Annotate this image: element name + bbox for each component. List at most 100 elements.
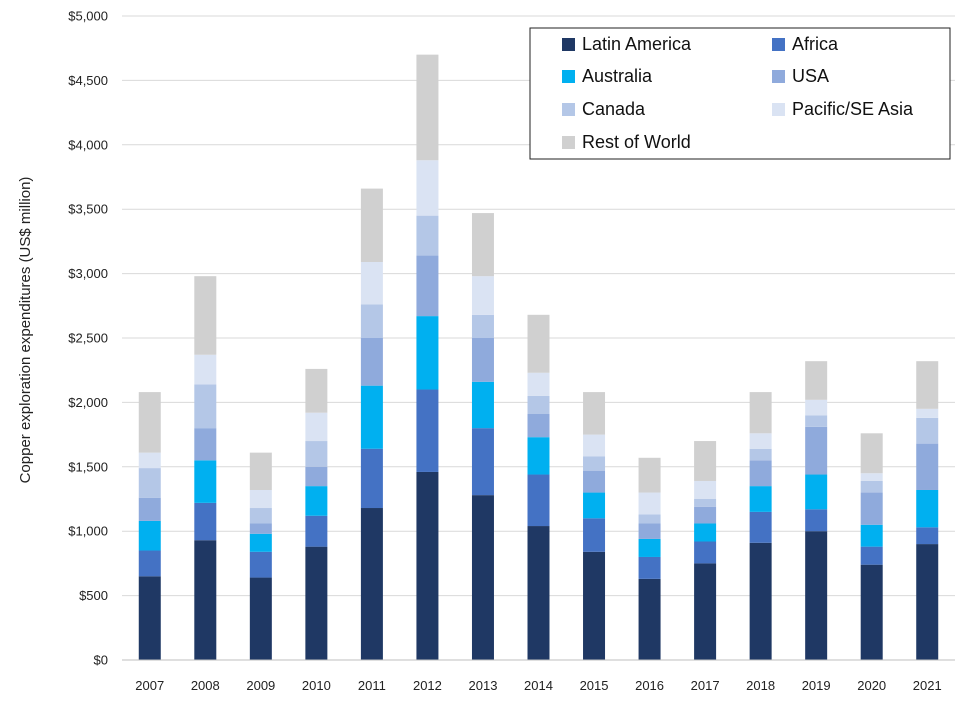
bar-segment — [194, 502, 217, 541]
bar-segment — [805, 474, 828, 510]
bar-segment — [527, 314, 550, 373]
y-tick-label: $2,000 — [68, 395, 108, 410]
bar-segment — [583, 551, 606, 660]
bar-segment — [305, 368, 328, 413]
bar-stack-2014 — [527, 314, 550, 660]
bar-segment — [360, 508, 383, 660]
bar-segment — [138, 550, 161, 577]
y-tick-label: $4,500 — [68, 73, 108, 88]
legend-item: Australia — [562, 66, 653, 86]
bar-segment — [527, 395, 550, 414]
bar-segment — [527, 413, 550, 438]
bar-segment — [416, 255, 439, 317]
bar-segment — [583, 456, 606, 471]
y-tick-label: $1,500 — [68, 459, 108, 474]
x-tick-label: 2010 — [302, 678, 331, 693]
legend-label: USA — [792, 66, 829, 86]
x-tick-label: 2019 — [802, 678, 831, 693]
bar-segment — [194, 384, 217, 429]
legend-label: Pacific/SE Asia — [792, 99, 914, 119]
y-axis-tick-labels: $0 $500 $1,000 $1,500 $2,000 $2,500 $3,000 $3,5… — [68, 9, 108, 668]
bar-segment — [249, 452, 272, 490]
y-tick-label: $3,000 — [68, 266, 108, 281]
bar-segment — [249, 523, 272, 534]
bar-segment — [916, 361, 939, 409]
bar-stack-2009 — [249, 452, 272, 660]
legend-item: Rest of World — [562, 132, 691, 152]
legend-item: Pacific/SE Asia — [772, 99, 914, 119]
bar-stack-2013 — [471, 213, 494, 660]
bar-segment — [638, 578, 661, 660]
x-tick-label: 2020 — [857, 678, 886, 693]
y-tick-label: $0 — [94, 653, 108, 668]
bar-segment — [749, 511, 772, 543]
bar-segment — [749, 448, 772, 461]
bar-segment — [694, 441, 717, 481]
bar-segment — [138, 452, 161, 469]
bar-segment — [360, 188, 383, 263]
x-tick-label: 2014 — [524, 678, 553, 693]
legend-swatch — [562, 103, 575, 116]
bar-stack-2018 — [749, 392, 772, 660]
bar-segment — [471, 381, 494, 429]
bar-segment — [138, 497, 161, 521]
bar-segment — [638, 457, 661, 493]
legend-item: Latin America — [562, 34, 692, 54]
y-tick-label: $5,000 — [68, 9, 108, 24]
bar-segment — [360, 262, 383, 305]
bar-segment — [249, 533, 272, 552]
bar-segment — [138, 468, 161, 498]
x-tick-label: 2007 — [135, 678, 164, 693]
bar-segment — [305, 412, 328, 442]
bar-segment — [638, 556, 661, 579]
bar-segment — [805, 531, 828, 660]
bar-stack-2017 — [694, 441, 717, 660]
bar-segment — [360, 338, 383, 386]
bar-segment — [416, 471, 439, 660]
legend-swatch — [772, 103, 785, 116]
bar-segment — [860, 492, 883, 525]
bar-segment — [583, 470, 606, 493]
legend-label: Australia — [582, 66, 653, 86]
bar-segment — [583, 492, 606, 519]
bar-segment — [360, 385, 383, 449]
y-tick-label: $1,000 — [68, 524, 108, 539]
legend-label: Rest of World — [582, 132, 691, 152]
bars — [138, 54, 939, 660]
bar-segment — [249, 577, 272, 660]
bar-segment — [805, 399, 828, 416]
bar-segment — [694, 480, 717, 499]
bar-segment — [360, 304, 383, 338]
y-tick-label: $2,500 — [68, 331, 108, 346]
bar-segment — [471, 495, 494, 660]
legend-swatch — [562, 70, 575, 83]
bar-stack-2008 — [194, 276, 217, 660]
bar-segment — [583, 434, 606, 457]
bar-segment — [138, 392, 161, 453]
bar-segment — [305, 546, 328, 660]
bar-stack-2010 — [305, 368, 328, 660]
bar-segment — [194, 276, 217, 355]
bar-segment — [749, 460, 772, 487]
bar-stack-2021 — [916, 361, 939, 660]
bar-segment — [916, 544, 939, 660]
bar-segment — [249, 508, 272, 524]
bar-segment — [638, 523, 661, 539]
bar-stack-2019 — [805, 361, 828, 660]
legend-swatch — [562, 38, 575, 51]
legend-item: USA — [772, 66, 829, 86]
bar-segment — [638, 492, 661, 515]
bar-segment — [694, 523, 717, 542]
bar-segment — [694, 499, 717, 507]
bar-segment — [471, 428, 494, 496]
bar-segment — [138, 576, 161, 660]
legend-swatch — [562, 136, 575, 149]
bar-segment — [694, 541, 717, 564]
bar-segment — [805, 415, 828, 427]
x-tick-label: 2011 — [358, 678, 386, 693]
legend-items: Latin America Africa Australia USA Canada Pac… — [562, 34, 914, 152]
bar-segment — [694, 563, 717, 660]
bar-segment — [194, 428, 217, 461]
bar-segment — [194, 354, 217, 385]
